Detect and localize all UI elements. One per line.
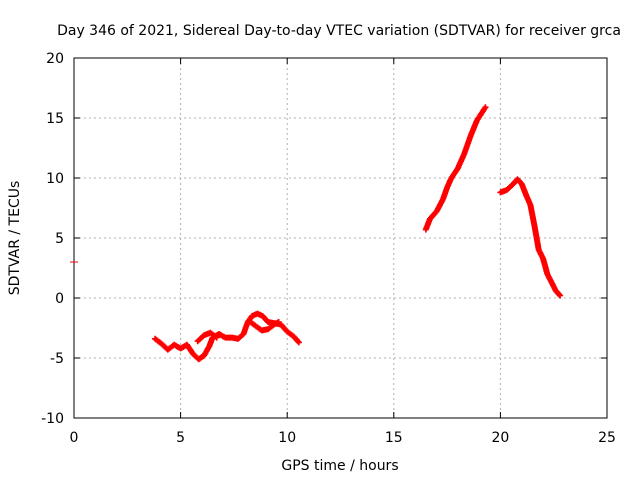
x-axis-label: GPS time / hours (281, 458, 398, 474)
x-tick-label: 20 (491, 430, 509, 446)
y-axis-ticks: -10 -5 0 5 10 15 20 (41, 51, 607, 427)
y-tick-label: 10 (46, 171, 64, 187)
data-point-cluster (152, 310, 302, 363)
x-tick-label: 15 (385, 430, 403, 446)
grid-lines (74, 58, 607, 418)
y-axis-label: SDTVAR / TECUs (7, 181, 23, 296)
y-tick-label: -5 (50, 351, 64, 367)
y-tick-label: -10 (41, 411, 64, 427)
x-tick-label: 25 (598, 430, 616, 446)
data-point-cluster (245, 317, 282, 334)
data-point-cluster (422, 104, 489, 233)
data-point-cluster (497, 176, 564, 299)
data-point-cluster (194, 329, 220, 345)
series-layer (152, 104, 564, 363)
y-tick-label: 0 (55, 291, 64, 307)
x-tick-label: 10 (278, 430, 296, 446)
x-tick-label: 0 (70, 430, 79, 446)
x-tick-label: 5 (176, 430, 185, 446)
chart-title: Day 346 of 2021, Sidereal Day-to-day VTE… (57, 23, 621, 39)
x-axis-ticks: 0 5 10 15 20 25 (70, 58, 616, 446)
y-tick-label: 20 (46, 51, 64, 67)
y-tick-label: 5 (55, 231, 64, 247)
y-tick-label: 15 (46, 111, 64, 127)
